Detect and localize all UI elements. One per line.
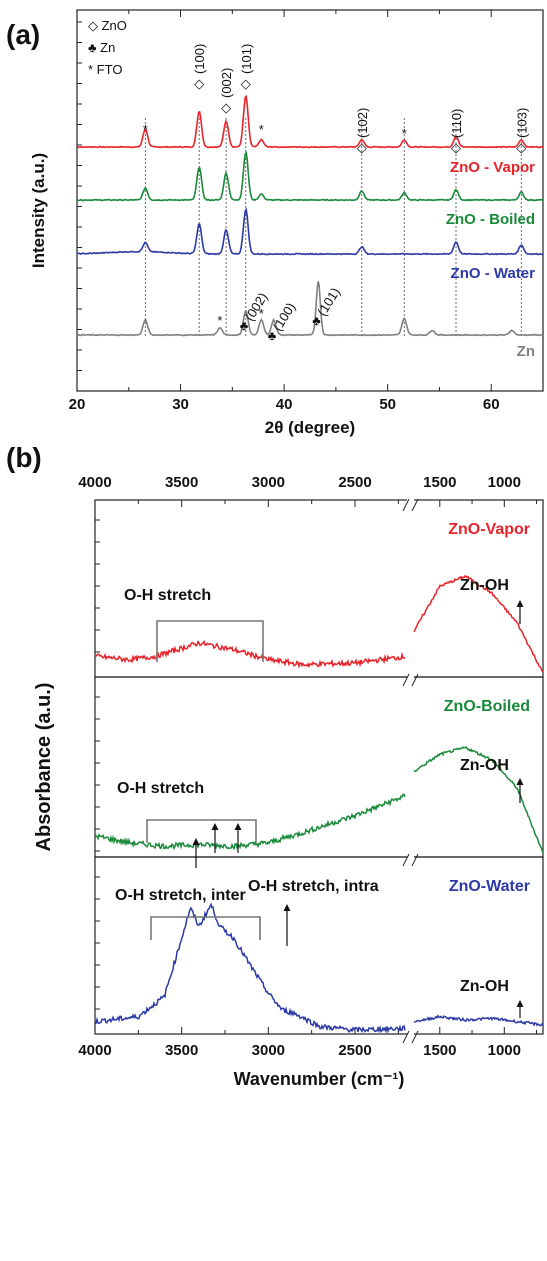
bottom-tick-label: 4000 bbox=[78, 1042, 111, 1059]
top-tick-label: 2500 bbox=[338, 474, 371, 491]
x-tick-label-a: 30 bbox=[172, 396, 189, 413]
zno-marker: ◇ bbox=[451, 140, 461, 155]
top-tick-label: 3000 bbox=[252, 474, 285, 491]
annotation-zn-oh-water: Zn-OH bbox=[460, 978, 509, 995]
series-label-2: ZnO - Water bbox=[451, 265, 536, 282]
zno-index-label: (103) bbox=[514, 108, 529, 138]
zno-index-label: (101) bbox=[239, 44, 254, 74]
break-mark bbox=[411, 1030, 419, 1044]
zno-marker: ◇ bbox=[194, 76, 204, 91]
fto-marker: * bbox=[402, 126, 407, 141]
spectrum-right-zno-vapor bbox=[413, 575, 544, 673]
axis-break-gap bbox=[407, 490, 414, 1045]
spectrum-left-zno-water bbox=[94, 902, 406, 1034]
x-tick-label-a: 20 bbox=[69, 396, 86, 413]
top-tick-label: 1500 bbox=[423, 474, 456, 491]
oh-bracket-vapor bbox=[156, 620, 264, 662]
fto-marker: * bbox=[143, 122, 148, 137]
panel-label-b: (b) bbox=[6, 442, 42, 473]
series-line-zno-boiled bbox=[77, 150, 544, 202]
zn-marker: ♣ bbox=[268, 328, 277, 343]
break-mark bbox=[402, 673, 410, 687]
zno-index-label: (002) bbox=[219, 68, 234, 98]
annotation-oh-inter: O-H stretch, inter bbox=[115, 887, 246, 904]
zno-marker: ◇ bbox=[241, 76, 251, 91]
legend-entry-fto: * FTO bbox=[88, 62, 122, 77]
x-axis-label-b: Wavenumber (cm⁻¹) bbox=[234, 1069, 405, 1089]
oh-arrow-3-head bbox=[234, 823, 242, 830]
bottom-tick-label: 3000 bbox=[252, 1042, 285, 1059]
top-tick-label: 1000 bbox=[488, 474, 521, 491]
zno-marker: ◇ bbox=[221, 100, 231, 115]
fto-marker: * bbox=[259, 122, 264, 137]
break-mark bbox=[411, 673, 419, 687]
panel-label-a: (a) bbox=[6, 19, 40, 50]
bottom-tick-label: 2500 bbox=[338, 1042, 371, 1059]
series-line-zno-water bbox=[76, 207, 543, 256]
fto-marker: * bbox=[217, 313, 222, 328]
break-mark bbox=[402, 853, 410, 867]
x-tick-label-a: 60 bbox=[483, 396, 500, 413]
x-tick-label-a: 50 bbox=[379, 396, 396, 413]
x-tick-label-a: 40 bbox=[276, 396, 293, 413]
spectrum-left-zno-boiled bbox=[94, 793, 406, 851]
y-axis-label-b: Absorbance (a.u.) bbox=[33, 683, 55, 852]
oh-arrow-intra-head bbox=[283, 904, 291, 911]
oh-bracket-water bbox=[150, 916, 261, 940]
series-label-b-0: ZnO-Vapor bbox=[448, 521, 530, 538]
zn-oh-arrow-water-head bbox=[516, 1000, 524, 1007]
zn-oh-arrow-vapor-head bbox=[516, 600, 524, 607]
zno-index-label: (100) bbox=[192, 44, 207, 74]
break-mark bbox=[402, 1030, 410, 1044]
series-label-0: ZnO - Vapor bbox=[450, 159, 535, 176]
zn-oh-arrow-boiled-head bbox=[516, 778, 524, 785]
legend-entry-zno: ◇ ZnO bbox=[88, 18, 127, 33]
top-tick-label: 3500 bbox=[165, 474, 198, 491]
break-mark bbox=[411, 853, 419, 867]
series-label-b-2: ZnO-Water bbox=[449, 878, 530, 895]
plot-frame-b-2 bbox=[94, 856, 544, 1035]
series-label-b-1: ZnO-Boiled bbox=[444, 698, 530, 715]
annotation-oh-stretch-boiled: O-H stretch bbox=[117, 780, 204, 797]
zn-index-label: (101) bbox=[314, 285, 343, 319]
zn-index-label: (100) bbox=[270, 300, 299, 334]
fto-marker: * bbox=[259, 306, 264, 321]
series-line-zn bbox=[76, 281, 544, 337]
series-label-3: Zn bbox=[517, 343, 535, 360]
series-label-1: ZnO - Boiled bbox=[446, 211, 535, 228]
zno-marker: ◇ bbox=[357, 140, 367, 155]
zn-marker: ♣ bbox=[240, 318, 249, 333]
zno-marker: ◇ bbox=[516, 140, 526, 155]
spectrum-left-zno-vapor bbox=[94, 639, 406, 669]
y-axis-label-a: Intensity (a.u.) bbox=[29, 153, 48, 268]
bottom-tick-label: 1000 bbox=[488, 1042, 521, 1059]
series-line-zno-vapor bbox=[76, 94, 544, 149]
annotation-zn-oh-boiled: Zn-OH bbox=[460, 757, 509, 774]
x-axis-label-a: 2θ (degree) bbox=[265, 418, 355, 437]
spectrum-right-zno-boiled bbox=[413, 745, 544, 854]
zn-marker: ♣ bbox=[312, 313, 321, 328]
legend-entry-zn: ♣ Zn bbox=[88, 40, 115, 55]
bottom-tick-label: 3500 bbox=[165, 1042, 198, 1059]
top-tick-label: 4000 bbox=[78, 474, 111, 491]
spectrum-right-zno-water bbox=[413, 1014, 544, 1027]
annotation-oh-intra: O-H stretch, intra bbox=[248, 878, 379, 895]
break-mark bbox=[411, 498, 419, 512]
zno-index-label: (110) bbox=[449, 109, 464, 138]
annotation-zn-oh-vapor: Zn-OH bbox=[460, 577, 509, 594]
break-mark bbox=[402, 498, 410, 512]
bottom-tick-label: 1500 bbox=[423, 1042, 456, 1059]
zno-index-label: (102) bbox=[355, 108, 370, 138]
oh-arrow-2-head bbox=[211, 823, 219, 830]
annotation-oh-stretch-vapor: O-H stretch bbox=[124, 587, 211, 604]
oh-arrow-1-head bbox=[192, 838, 200, 845]
oh-bracket-boiled bbox=[146, 819, 257, 843]
